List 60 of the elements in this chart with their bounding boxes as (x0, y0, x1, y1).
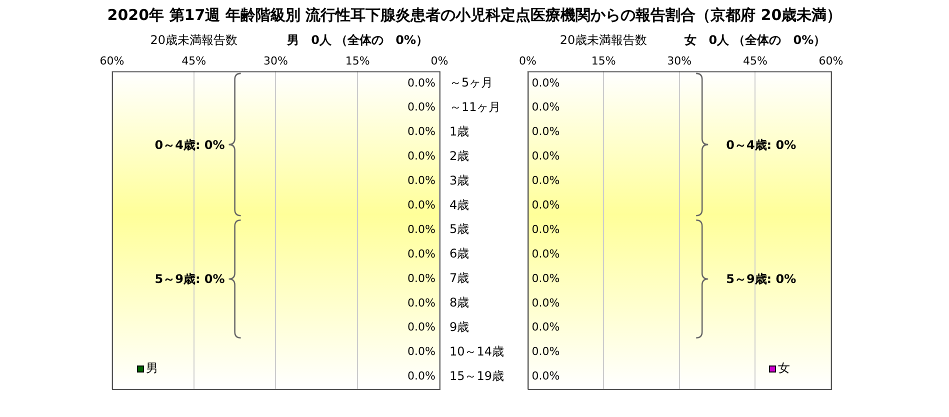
data-label: 0.0% (408, 272, 436, 285)
data-label: 0.0% (408, 222, 436, 236)
data-label: 0.0% (408, 345, 436, 358)
x-tick-label: 45% (182, 54, 206, 68)
y-tick-label: 4歳 (449, 198, 470, 212)
y-tick-label: ～11ヶ月 (449, 100, 501, 114)
y-tick-label: 9歳 (449, 320, 470, 334)
x-tick-label: 0% (519, 54, 536, 68)
y-tick-label: 5歳 (449, 222, 470, 236)
annotation: 5～9歳: 0% (726, 270, 796, 288)
data-label: 0.0% (408, 100, 436, 114)
x-axis-title: 20歳未満報告数 (560, 32, 648, 49)
annotation: 0～4歳: 0% (726, 136, 796, 154)
data-label: 0.0% (532, 174, 560, 188)
data-label: 0.0% (532, 272, 560, 285)
data-label: 0.0% (532, 76, 560, 90)
data-label: 0.0% (408, 320, 436, 334)
data-label: 0.0% (408, 125, 436, 138)
y-tick-label: 8歳 (449, 296, 470, 310)
data-label: 0.0% (532, 150, 560, 163)
data-label: 0.0% (532, 100, 560, 114)
chart-subtitle: 男 0人 （全体の 0%） (287, 32, 428, 49)
y-tick-label: ～5ヶ月 (449, 76, 494, 90)
data-label: 0.0% (532, 345, 560, 358)
data-label: 0.0% (532, 296, 560, 310)
y-tick-label: 7歳 (449, 271, 470, 286)
y-tick-label: 2歳 (449, 148, 470, 163)
legend-label: 男 (146, 361, 158, 376)
legend-label: 女 (778, 361, 790, 376)
data-label: 0.0% (408, 174, 436, 188)
data-label: 0.0% (532, 222, 560, 236)
x-tick-label: 15% (345, 54, 370, 68)
data-label: 0.0% (408, 247, 436, 260)
data-label: 0.0% (408, 76, 436, 90)
x-tick-label: 60% (818, 54, 844, 68)
data-label: 0.0% (532, 320, 560, 334)
annotation: 0～4歳: 0% (154, 136, 225, 154)
x-tick-label: 15% (591, 54, 616, 68)
text: 2020年 第17週 年齢階級別 流行性耳下腺炎患者の小児科定点医療機関からの報告割合（京都府 20歳未満） (106, 6, 843, 25)
x-axis-title: 20歳未満報告数 (150, 32, 238, 49)
data-label: 0.0% (408, 198, 436, 212)
y-tick-label: 10～14歳 (449, 344, 504, 358)
y-tick-label: 1歳 (449, 124, 470, 138)
data-label: 0.0% (532, 370, 560, 383)
y-tick-label: 6歳 (449, 246, 470, 261)
x-tick-label: 45% (742, 54, 768, 68)
chart-subtitle: 女 0人 （全体の 0%） (684, 32, 826, 49)
x-tick-label: 30% (667, 54, 692, 68)
x-tick-label: 60% (100, 54, 124, 68)
data-label: 0.0% (408, 296, 436, 310)
x-tick-label: 30% (264, 54, 288, 68)
data-label: 0.0% (532, 125, 560, 138)
x-tick-label: 0% (430, 54, 448, 68)
data-label: 0.0% (532, 247, 560, 260)
y-tick-label: 15～19歳 (449, 368, 504, 383)
data-label: 0.0% (408, 150, 436, 163)
annotation: 5～9歳: 0% (154, 270, 225, 288)
data-label: 0.0% (408, 370, 436, 383)
data-label: 0.0% (532, 198, 560, 212)
y-tick-label: 3歳 (449, 173, 470, 188)
